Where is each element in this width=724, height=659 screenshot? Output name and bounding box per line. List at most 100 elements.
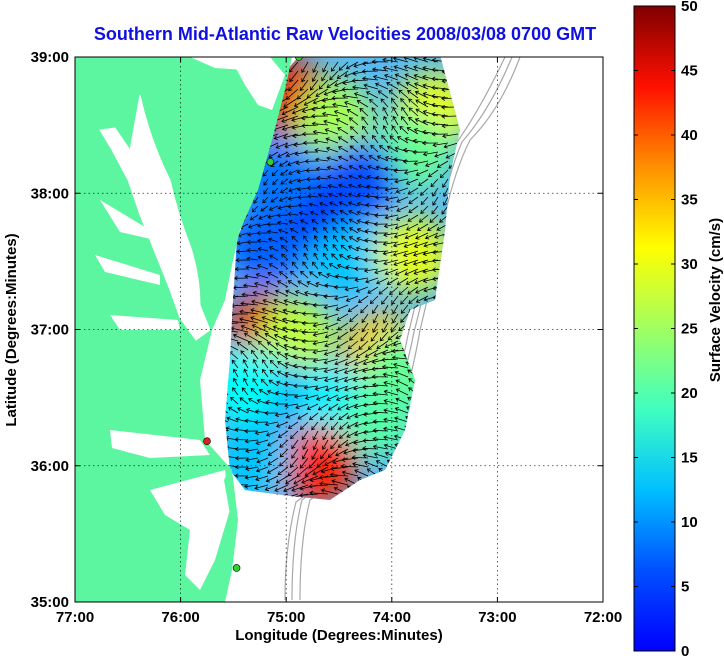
velocity-arrow [337, 331, 349, 340]
velocity-arrow [373, 221, 389, 227]
velocity-arrow [275, 475, 289, 484]
velocity-arrow [331, 218, 339, 225]
velocity-arrow [384, 73, 399, 81]
velocity-arrow [389, 135, 399, 144]
velocity-arrow [378, 286, 389, 295]
velocity-arrow [292, 244, 299, 252]
bay-inlet [110, 315, 180, 330]
velocity-arrow [338, 61, 349, 71]
velocity-arrow [383, 115, 389, 126]
plot-area [75, 57, 603, 602]
velocity-arrow [264, 332, 279, 342]
velocity-arrow [327, 448, 339, 458]
velocity-arrow [261, 368, 269, 378]
x-tick-label: 74:00 [373, 609, 411, 626]
x-tick-label: 75:00 [267, 609, 305, 626]
velocity-arrow [348, 165, 359, 171]
velocity-arrow [234, 473, 249, 479]
velocity-arrow [330, 421, 339, 431]
radar-stations [203, 57, 303, 572]
velocity-arrow [367, 286, 379, 294]
velocity-arrow [257, 255, 269, 261]
velocity-arrow [306, 88, 319, 99]
velocity-arrow [322, 61, 329, 73]
velocity-arrow [400, 295, 409, 305]
velocity-arrow [269, 359, 279, 369]
velocity-arrow [431, 205, 439, 215]
velocity-arrow [230, 396, 239, 405]
velocity-arrow [301, 70, 309, 83]
velocity-arrow [383, 232, 399, 238]
velocity-arrow [349, 145, 359, 153]
velocity-arrow [287, 466, 299, 477]
radar-station-marker [295, 57, 303, 61]
velocity-arrow [315, 394, 329, 401]
velocity-arrow [324, 340, 339, 348]
velocity-arrow [443, 142, 459, 149]
velocity-arrow [252, 378, 259, 387]
velocity-arrow [291, 345, 309, 351]
velocity-arrow [422, 57, 439, 63]
velocity-arrow [376, 277, 389, 285]
velocity-arrow [309, 475, 329, 483]
velocity-arrow [407, 90, 419, 99]
velocity-arrow [317, 272, 329, 279]
velocity-arrow [382, 250, 399, 256]
velocity-arrow [336, 340, 349, 349]
velocity-arrow [262, 298, 279, 306]
velocity-arrow [346, 421, 359, 429]
velocity-arrow [324, 322, 339, 330]
velocity-arrow [329, 70, 339, 81]
velocity-arrow [439, 169, 449, 179]
velocity-arrow [291, 328, 309, 333]
velocity-arrow [301, 430, 309, 441]
velocity-arrow [312, 358, 329, 364]
velocity-arrow [344, 286, 359, 292]
velocity-arrow [273, 298, 289, 306]
velocity-arrow [296, 178, 309, 183]
velocity-arrow [311, 219, 319, 225]
velocity-arrow [355, 286, 369, 293]
velocity-arrow [354, 412, 369, 419]
velocity-arrow [362, 125, 369, 135]
velocity-arrow [252, 290, 269, 297]
velocity-arrow [280, 178, 289, 185]
velocity-arrow [239, 397, 249, 405]
velocity-arrow [245, 265, 259, 270]
velocity-arrow [225, 406, 229, 414]
velocity-arrow [369, 99, 379, 108]
velocity-blob [225, 346, 282, 422]
velocity-arrow [278, 271, 289, 279]
velocity-arrow [386, 145, 399, 153]
velocity-arrow [245, 408, 259, 414]
velocity-arrow [263, 289, 279, 297]
velocity-arrow [311, 448, 319, 460]
velocity-arrow [293, 142, 309, 147]
velocity-arrow [362, 358, 379, 366]
velocity-arrow [396, 205, 409, 212]
velocity-arrow [394, 178, 409, 184]
velocity-arrow [337, 146, 349, 153]
velocity-arrow [361, 322, 369, 333]
velocity-arrow [347, 304, 359, 312]
velocity-arrow [317, 403, 329, 411]
velocity-arrow [418, 214, 429, 223]
velocity-arrow [304, 394, 319, 400]
velocity-arrow [343, 448, 359, 455]
velocity-arrow [362, 421, 379, 426]
velocity-arrow [365, 277, 379, 284]
colorbar-tick-label: 30 [681, 256, 698, 273]
velocity-arrow [370, 331, 379, 342]
velocity-arrow [319, 481, 339, 487]
velocity-arrow [363, 83, 379, 90]
velocity-arrow [393, 168, 409, 173]
velocity-arrow [225, 416, 229, 423]
velocity-arrow [324, 331, 339, 339]
velocity-arrow [279, 448, 289, 458]
velocity-arrow [285, 151, 299, 158]
velocity-arrow [326, 165, 339, 171]
velocity-arrow [335, 349, 349, 357]
velocity-arrow [350, 135, 359, 144]
velocity-arrow [278, 228, 289, 234]
velocity-arrow [329, 201, 339, 207]
